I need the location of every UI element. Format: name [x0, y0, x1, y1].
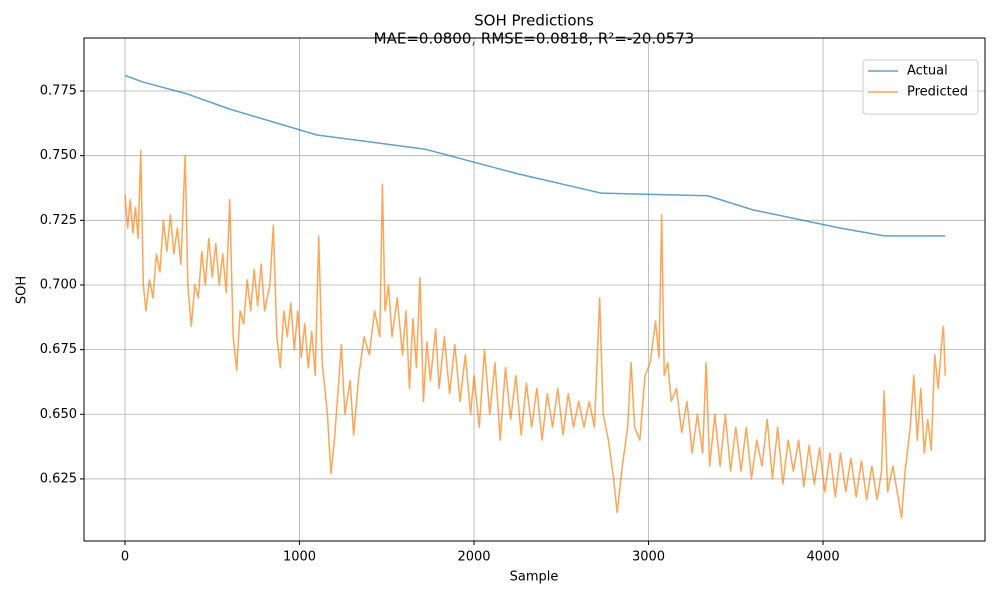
y-tick-label: 0.675 [40, 342, 77, 357]
plot-frame [83, 37, 986, 542]
y-tick-label: 0.725 [40, 213, 77, 228]
x-axis-label: Sample [510, 570, 559, 585]
legend-box [862, 59, 979, 115]
x-tick-label: 1000 [283, 550, 316, 565]
legend-label: Actual [907, 64, 948, 79]
y-tick-label: 0.775 [40, 84, 77, 99]
chart-title: SOH Predictions [474, 12, 594, 30]
y-axis-label: SOH [15, 276, 30, 304]
legend-label: Predicted [907, 85, 968, 100]
y-tick-label: 0.650 [40, 407, 77, 422]
y-tick-label: 0.700 [40, 277, 77, 292]
y-tick-label: 0.750 [40, 148, 77, 163]
series-line [124, 74, 946, 237]
x-tick-label: 4000 [807, 550, 840, 565]
x-tick-label: 2000 [457, 550, 490, 565]
y-tick-label: 0.625 [40, 471, 77, 486]
x-tick-label: 0 [121, 550, 129, 565]
series-line [124, 149, 946, 519]
x-tick-label: 3000 [632, 550, 665, 565]
